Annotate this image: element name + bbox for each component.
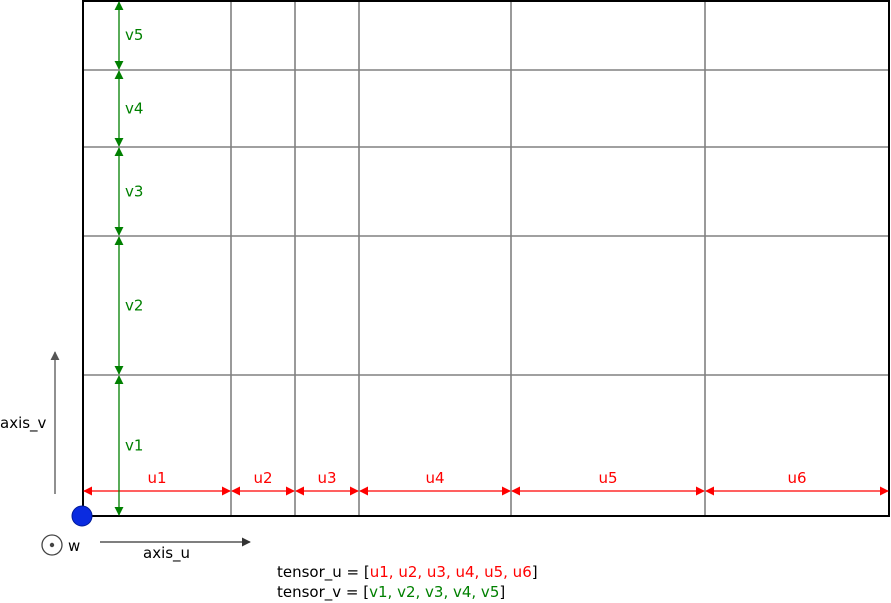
v-dimension-label: v2 xyxy=(125,297,143,315)
u-dimension-label: u4 xyxy=(425,469,444,487)
tensor-u-suffix: ] xyxy=(531,563,538,581)
tensor-v-items: v1, v2, v3, v4, v5 xyxy=(369,583,500,601)
tensor-u-prefix: tensor_u = [ xyxy=(277,563,370,581)
u-dimension-arrows: u1 u2 u3 u4 u5 u6 xyxy=(83,469,889,496)
v-dimension-label: v3 xyxy=(125,183,143,201)
grid-lines xyxy=(83,1,889,516)
axis-u-label: axis_u xyxy=(143,544,190,563)
tensor-u-formula: tensor_u = [u1, u2, u3, u4, u5, u6] xyxy=(277,562,538,582)
axis-w-label: w xyxy=(68,537,80,555)
axis-v-label: axis_v xyxy=(0,414,47,433)
v-dimension-label: v1 xyxy=(125,437,143,455)
w-axis-icon xyxy=(41,534,63,556)
grid-border xyxy=(82,0,890,517)
u-dimension-label: u3 xyxy=(317,469,336,487)
v-dimension-label: v4 xyxy=(125,100,143,118)
tensor-u-items: u1, u2, u3, u4, u5, u6 xyxy=(369,563,532,581)
u-dimension-label: u6 xyxy=(787,469,806,487)
tensor-v-formula: tensor_v = [v1, v2, v3, v4, v5] xyxy=(277,582,505,602)
u-dimension-label: u5 xyxy=(598,469,617,487)
u-dimension-label: u1 xyxy=(147,469,166,487)
v-dimension-label: v5 xyxy=(125,26,143,44)
origin-point xyxy=(71,505,93,527)
u-dimension-label: u2 xyxy=(253,469,272,487)
v-dimension-arrows: v1 v2 v3 v4 v5 xyxy=(114,1,143,516)
tensor-v-prefix: tensor_v = [ xyxy=(277,583,370,601)
tensor-v-suffix: ] xyxy=(499,583,506,601)
